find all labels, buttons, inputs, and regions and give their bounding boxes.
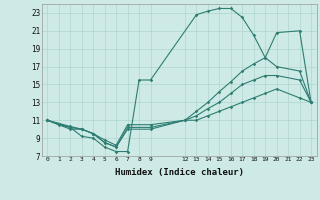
X-axis label: Humidex (Indice chaleur): Humidex (Indice chaleur): [115, 168, 244, 177]
